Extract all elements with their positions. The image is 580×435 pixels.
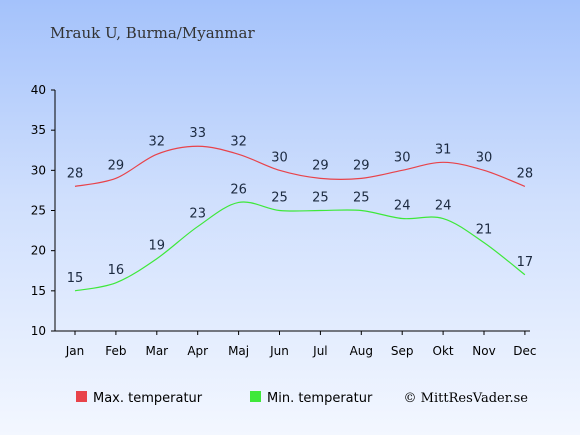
max-data-label: 33 [189,126,206,141]
x-tick-label: Dec [513,344,536,358]
min-data-label: 24 [394,199,411,214]
max-data-label: 28 [67,166,84,181]
min-data-label: 25 [312,191,329,206]
legend-label-min: Min. temperatur [267,391,373,406]
x-tick-label: Jul [312,344,327,358]
x-tick-label: Nov [472,344,495,358]
chart-title: Mrauk U, Burma/Myanmar [50,24,255,42]
max-data-label: 30 [271,150,288,165]
y-tick-label: 25 [31,204,46,218]
legend-label-max: Max. temperatur [93,391,203,406]
min-data-label: 15 [67,271,84,286]
max-data-label: 29 [312,158,329,173]
min-data-label: 23 [189,207,206,222]
max-data-label: 29 [353,158,370,173]
x-tick-label: Maj [228,344,249,358]
x-tick-label: Feb [105,344,126,358]
legend: Max. temperatur Min. temperatur [76,391,373,406]
y-tick-label: 20 [31,244,46,258]
min-data-label: 16 [108,263,125,278]
min-data-label: 25 [271,191,288,206]
min-data-label: 19 [149,239,166,254]
y-tick-label: 10 [31,324,46,338]
max-data-label: 30 [394,150,411,165]
credit-text: © MittResVader.se [404,391,529,406]
max-data-label: 30 [476,150,493,165]
y-tick-label: 30 [31,163,46,177]
x-tick-label: Apr [187,344,208,358]
x-ticks: Jan Feb Mar Apr Maj Jun Jul Aug Sep Okt Nov Dec [65,331,537,358]
min-temperature-line [74,201,526,292]
data-labels: 28 29 32 33 32 30 29 29 30 31 30 28 15 16 19 23 26 25 25 25… [67,126,533,286]
x-tick-label: Jan [65,344,85,358]
x-tick-label: Jun [269,344,289,358]
max-data-label: 28 [517,166,534,181]
x-tick-label: Aug [350,344,373,358]
min-data-label: 24 [435,199,452,214]
y-tick-label: 35 [31,123,46,137]
legend-swatch-min [250,391,261,402]
min-data-label: 17 [517,255,534,270]
x-tick-label: Okt [433,344,454,358]
max-data-label: 29 [108,158,125,173]
y-ticks: 10 15 20 25 30 35 40 [31,83,55,338]
max-data-label: 32 [230,134,247,149]
y-tick-label: 15 [31,284,46,298]
y-tick-label: 40 [31,83,46,97]
legend-swatch-max [76,391,87,402]
min-data-label: 21 [476,223,493,238]
x-tick-label: Sep [391,344,414,358]
max-data-label: 31 [435,142,452,157]
max-temperature-line [74,145,526,187]
series-lines [74,145,526,292]
x-tick-label: Mar [145,344,168,358]
min-data-label: 26 [230,182,247,197]
max-data-label: 32 [149,134,166,149]
min-data-label: 25 [353,191,370,206]
